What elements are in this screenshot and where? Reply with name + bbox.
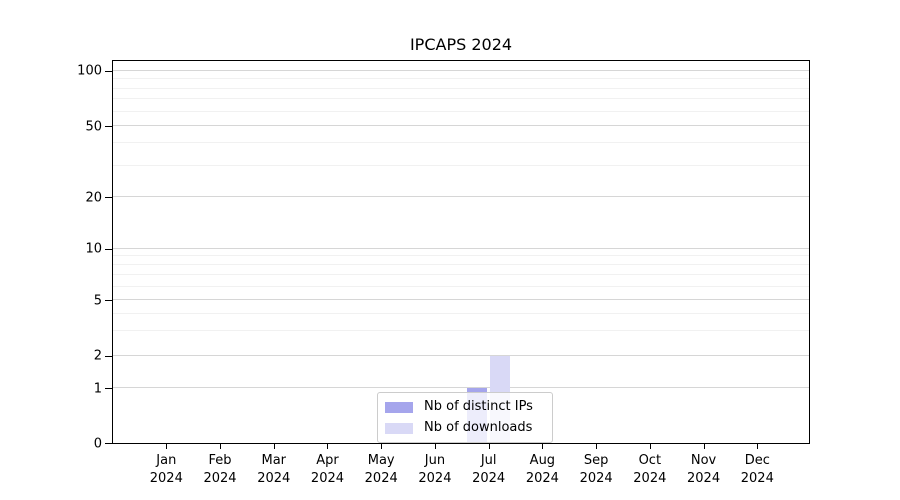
x-label-year: 2024 bbox=[203, 471, 237, 486]
plot-area bbox=[112, 60, 810, 444]
y-tick-mark bbox=[105, 126, 112, 128]
x-tick-label: May 2024 bbox=[349, 452, 413, 488]
x-label-year: 2024 bbox=[149, 471, 183, 486]
x-tick-mark bbox=[649, 444, 651, 449]
y-tick-label: 2 bbox=[93, 348, 102, 364]
x-label-year: 2024 bbox=[633, 471, 667, 486]
x-label-month: Apr bbox=[316, 453, 339, 468]
y-tick-label: 1 bbox=[93, 381, 102, 397]
x-tick-mark bbox=[488, 444, 490, 449]
y-tick-label: 20 bbox=[85, 190, 102, 206]
x-label-month: Sep bbox=[583, 453, 609, 468]
y-minor-gridline bbox=[113, 110, 809, 112]
x-label-month: Oct bbox=[638, 453, 662, 468]
y-tick-label: 10 bbox=[85, 241, 102, 257]
x-tick-mark bbox=[381, 444, 383, 449]
x-label-year: 2024 bbox=[472, 471, 506, 486]
y-major-gridline bbox=[113, 196, 809, 198]
y-major-gridline bbox=[113, 247, 809, 249]
x-label-month: Nov bbox=[690, 453, 717, 468]
x-label-month: Dec bbox=[744, 453, 770, 468]
x-label-month: Mar bbox=[261, 453, 287, 468]
chart-title: IPCAPS 2024 bbox=[409, 35, 513, 54]
x-label-year: 2024 bbox=[310, 471, 345, 486]
y-minor-gridline bbox=[113, 330, 809, 332]
x-label-month: Jun bbox=[424, 453, 446, 468]
x-tick-label: Oct 2024 bbox=[618, 452, 682, 488]
x-label-month: Aug bbox=[529, 453, 556, 468]
x-tick-label: Nov 2024 bbox=[672, 452, 736, 488]
x-label-year: 2024 bbox=[257, 471, 291, 486]
legend-entry-label: Nb of distinct IPs bbox=[424, 399, 533, 414]
y-minor-gridline bbox=[113, 78, 809, 80]
x-tick-label: Apr 2024 bbox=[295, 452, 359, 488]
y-minor-gridline bbox=[113, 87, 809, 89]
y-minor-gridline bbox=[113, 274, 809, 276]
y-major-gridline bbox=[113, 299, 809, 301]
y-minor-gridline bbox=[113, 312, 809, 314]
y-minor-gridline bbox=[113, 264, 809, 266]
x-label-year: 2024 bbox=[740, 471, 774, 486]
legend-entry-label: Nb of downloads bbox=[424, 420, 533, 435]
x-label-year: 2024 bbox=[687, 471, 721, 486]
x-tick-label: Jun 2024 bbox=[403, 452, 467, 488]
y-minor-gridline bbox=[113, 255, 809, 257]
x-tick-mark bbox=[542, 444, 544, 449]
x-label-year: 2024 bbox=[579, 471, 613, 486]
x-label-year: 2024 bbox=[418, 471, 452, 486]
y-tick-mark bbox=[105, 443, 112, 444]
x-tick-mark bbox=[596, 444, 598, 449]
x-tick-label: Mar 2024 bbox=[242, 452, 306, 488]
x-tick-label: Sep 2024 bbox=[564, 452, 628, 488]
legend-color-swatch bbox=[385, 422, 413, 434]
y-tick-mark bbox=[105, 248, 112, 250]
y-minor-gridline bbox=[113, 164, 809, 166]
y-tick-label: 5 bbox=[93, 293, 102, 309]
y-minor-gridline bbox=[113, 98, 809, 100]
y-tick-mark bbox=[105, 197, 112, 199]
x-tick-mark bbox=[757, 444, 759, 449]
y-tick-mark bbox=[105, 300, 112, 302]
x-label-month: May bbox=[367, 453, 395, 468]
y-tick-mark bbox=[105, 355, 112, 357]
x-tick-mark bbox=[220, 444, 222, 449]
x-tick-label: Aug 2024 bbox=[510, 452, 574, 488]
x-label-year: 2024 bbox=[364, 471, 398, 486]
y-tick-label: 50 bbox=[85, 119, 102, 135]
x-label-year: 2024 bbox=[525, 471, 559, 486]
y-major-gridline bbox=[113, 69, 809, 71]
x-tick-label: Dec 2024 bbox=[725, 452, 789, 488]
x-tick-mark bbox=[327, 444, 329, 449]
y-minor-gridline bbox=[113, 142, 809, 144]
y-major-gridline bbox=[113, 354, 809, 356]
y-tick-label: 0 bbox=[93, 436, 102, 451]
x-label-month: Jan bbox=[156, 453, 177, 468]
x-tick-label: Jul 2024 bbox=[457, 452, 521, 488]
legend-entry: Nb of distinct IPs bbox=[385, 398, 543, 416]
x-tick-mark bbox=[703, 444, 705, 449]
legend-color-swatch bbox=[385, 401, 413, 413]
x-tick-label: Feb 2024 bbox=[188, 452, 252, 488]
y-minor-gridline bbox=[113, 285, 809, 287]
legend: Nb of distinct IPs Nb of downloads bbox=[377, 392, 553, 443]
x-label-month: Jul bbox=[480, 453, 497, 468]
x-tick-mark bbox=[434, 444, 436, 449]
legend-entry: Nb of downloads bbox=[385, 419, 543, 437]
y-major-gridline bbox=[113, 125, 809, 127]
y-tick-mark bbox=[105, 70, 112, 72]
y-tick-mark bbox=[105, 388, 112, 390]
x-tick-label: Jan 2024 bbox=[134, 452, 198, 488]
y-tick-label: 100 bbox=[77, 63, 102, 79]
x-tick-mark bbox=[166, 444, 168, 449]
x-tick-mark bbox=[273, 444, 275, 449]
y-major-gridline bbox=[113, 387, 809, 389]
x-label-month: Feb bbox=[208, 453, 232, 468]
